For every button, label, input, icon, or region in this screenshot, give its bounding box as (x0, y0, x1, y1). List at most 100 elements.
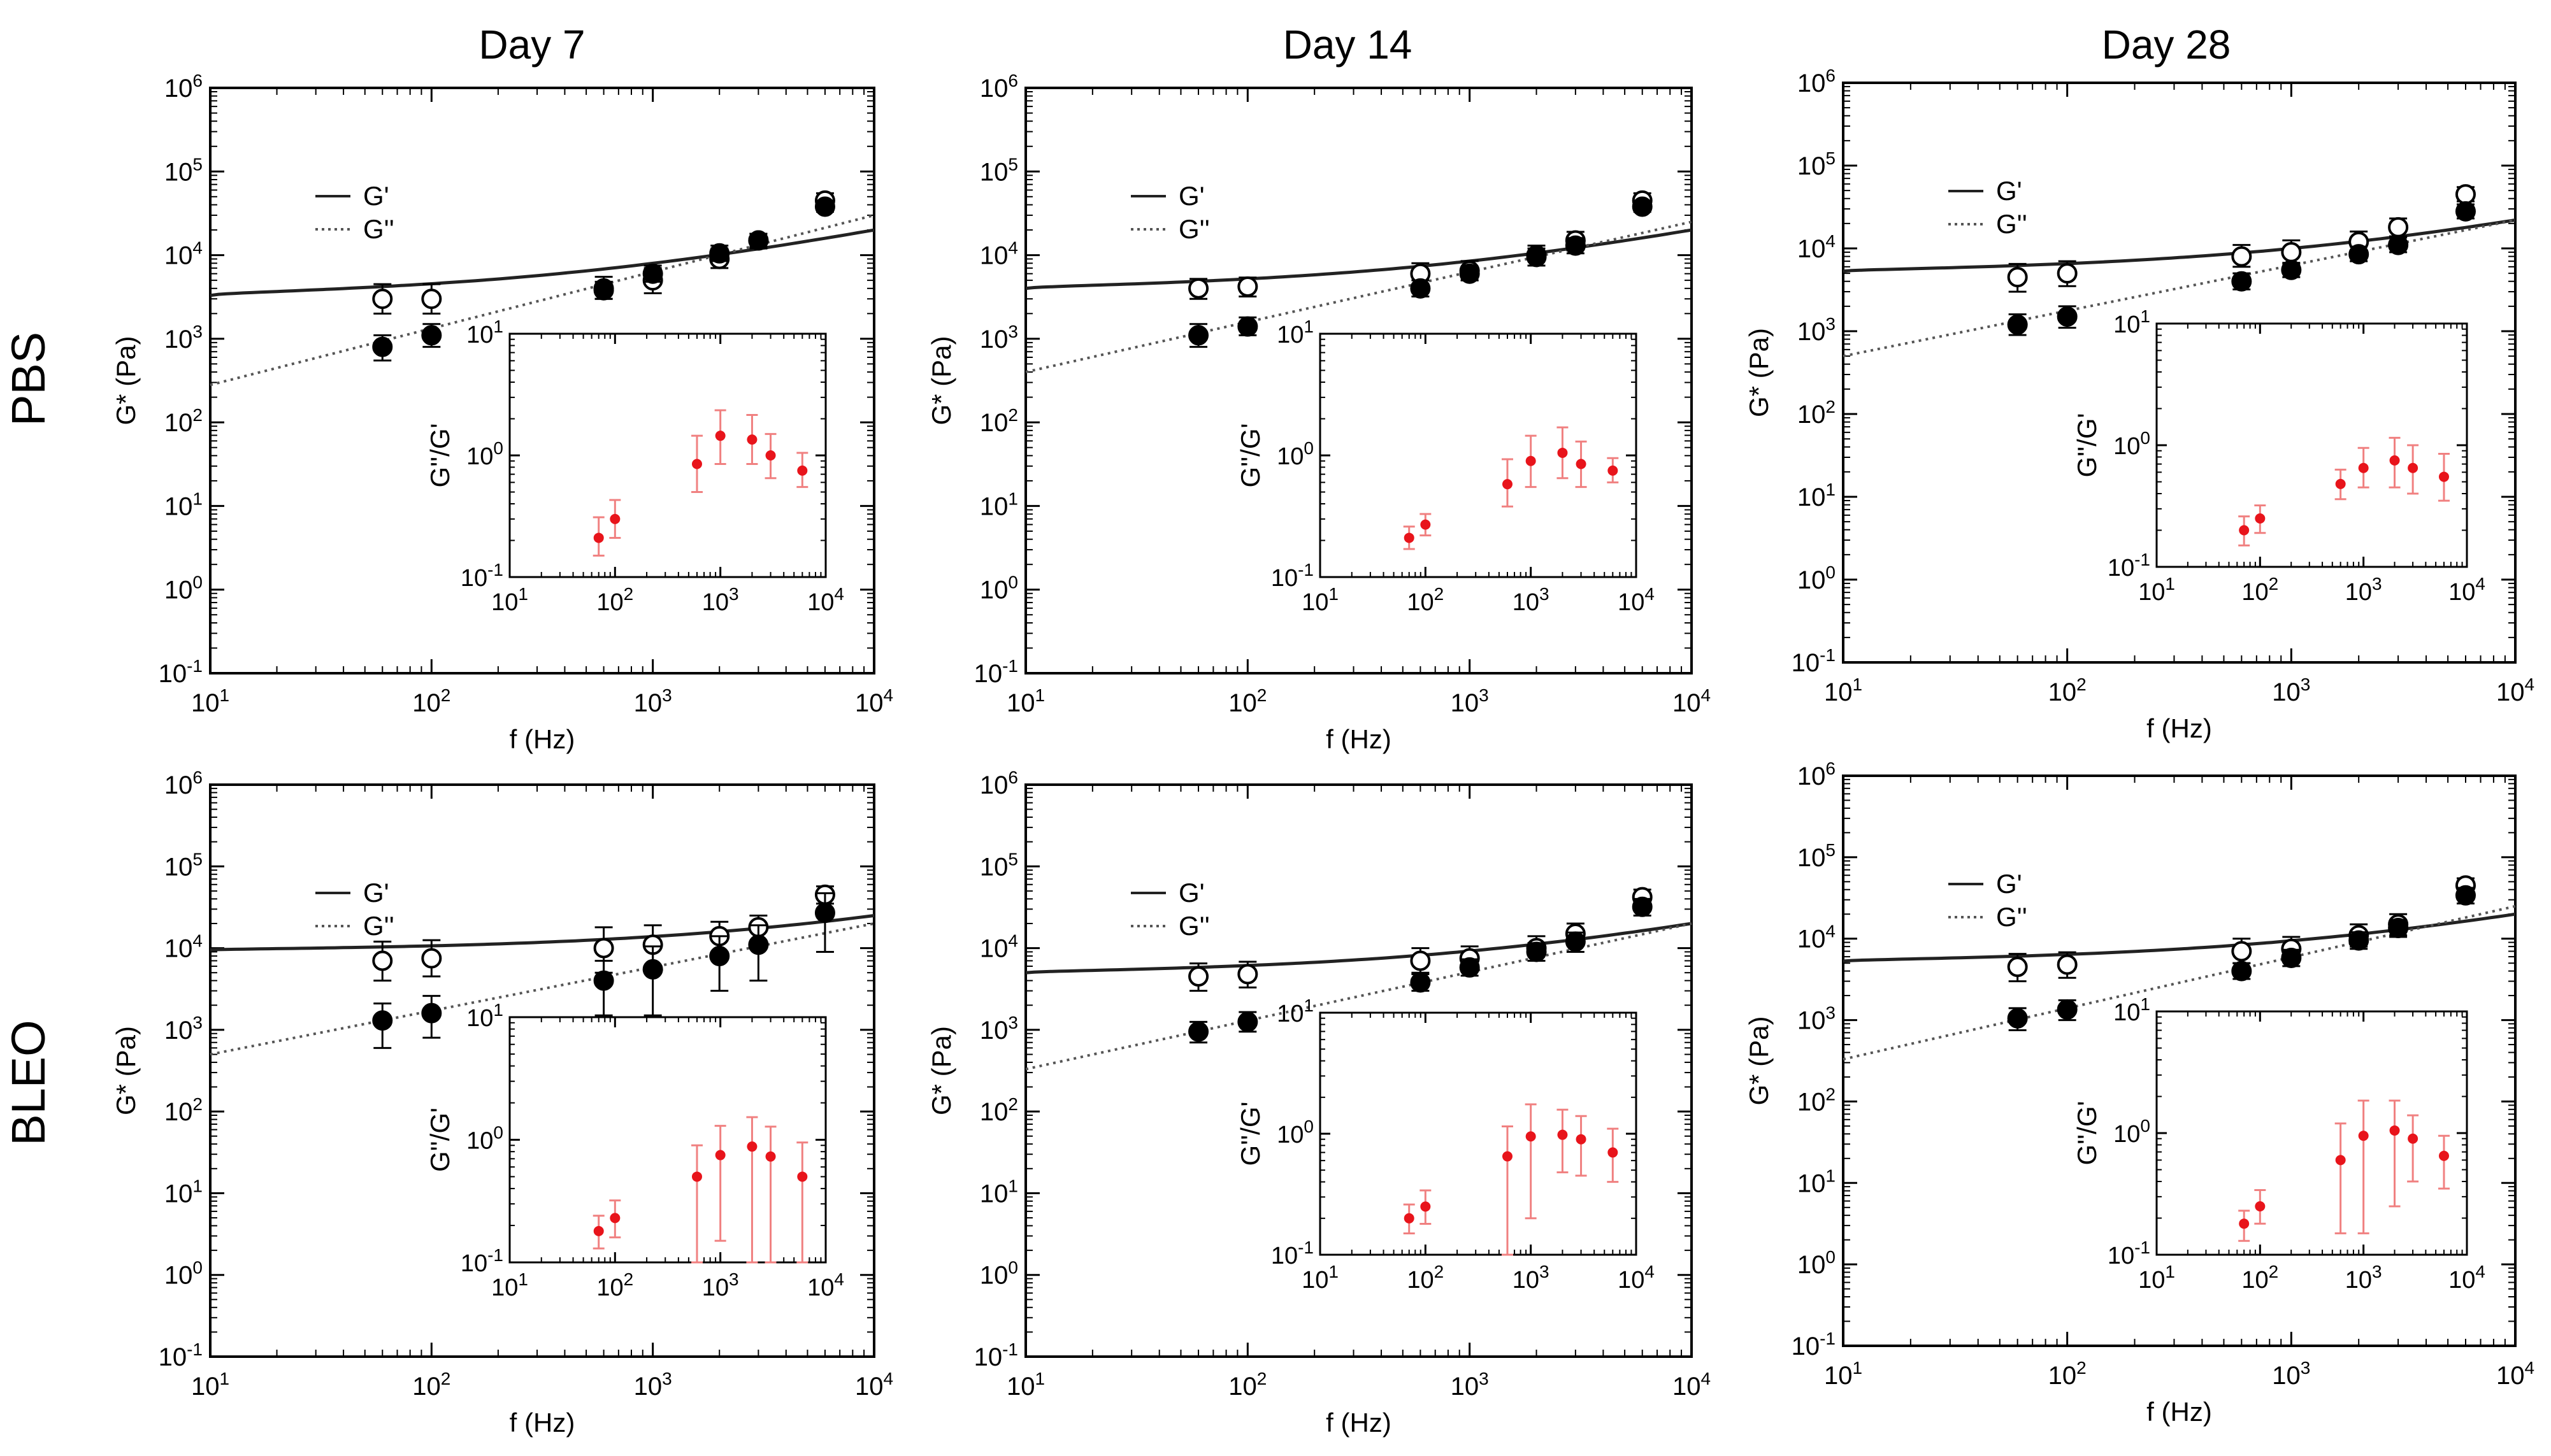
data-point-storage-modulus (421, 948, 442, 969)
x-axis-label: f (Hz) (510, 724, 575, 754)
inset-y-tick-label: 10-1 (2108, 1238, 2150, 1269)
x-tick-label: 104 (855, 685, 893, 717)
fit-curve-storage-modulus (1843, 218, 2516, 273)
inset-y-tick-label: 100 (1277, 438, 1314, 470)
inset-x-tick-label: 103 (1513, 1262, 1549, 1294)
inset-data-point (1607, 1147, 1618, 1158)
inset-x-tick-label: 102 (2241, 1262, 2278, 1294)
inset-y-tick-label: 10-1 (461, 1245, 503, 1277)
fit-curve-loss-modulus (210, 213, 875, 387)
fit-curve-storage-modulus (1025, 228, 1692, 290)
x-tick-label: 103 (1451, 685, 1489, 717)
data-point-storage-modulus (2007, 267, 2028, 288)
panel-bleo-day7: 101 102 103 104 10-1 100 101 102 103 104 105 106 f (… (111, 767, 893, 1438)
data-point-loss-modulus (2231, 960, 2252, 981)
inset-data-point (797, 1171, 808, 1182)
y-tick-label: 103 (1797, 1003, 1836, 1035)
y-tick-label: 10-1 (974, 656, 1018, 688)
inset-data-point (691, 459, 702, 469)
inset-x-tick-label: 103 (702, 584, 739, 616)
data-point-loss-modulus (2007, 314, 2028, 335)
data-point-storage-modulus (2455, 184, 2476, 205)
inset-y-tick-label: 10-1 (2108, 550, 2150, 582)
inset-data-point (691, 1171, 702, 1182)
legend-label-gpp: G'' (1179, 214, 1210, 244)
data-point-storage-modulus (1237, 276, 1258, 297)
data-point-storage-modulus (2388, 217, 2409, 238)
x-tick-label: 103 (634, 1369, 672, 1401)
x-tick-label: 104 (1672, 1369, 1711, 1401)
y-tick-label: 103 (164, 1013, 203, 1045)
x-axis-label: f (Hz) (2146, 1397, 2212, 1427)
x-tick-label: 101 (191, 685, 229, 717)
inset-y-tick-label: 10-1 (461, 560, 503, 592)
inset-x-tick-label: 104 (2448, 574, 2485, 606)
inset-x-tick-label: 101 (491, 1269, 528, 1301)
inset-x-tick-label: 104 (807, 1269, 844, 1301)
panel-pbs-day7: 101 102 103 104 10-1 100 101 102 103 104 105 106 f (… (111, 71, 893, 754)
data-point-loss-modulus (372, 336, 393, 357)
x-tick-label: 103 (2272, 674, 2310, 706)
column-title-day7: Day 7 (478, 22, 585, 68)
data-point-storage-modulus (2281, 241, 2302, 262)
x-tick-label: 103 (1451, 1369, 1489, 1401)
data-point-loss-modulus (709, 243, 730, 264)
x-tick-label: 102 (2048, 674, 2087, 706)
x-tick-label: 101 (191, 1369, 229, 1401)
inset-x-tick-label: 102 (596, 1269, 633, 1301)
inset-x-tick-label: 103 (1513, 584, 1549, 616)
y-tick-label: 100 (1797, 1247, 1836, 1279)
inset-data-point (1404, 532, 1414, 543)
inset-data-point (2255, 513, 2266, 524)
y-tick-label: 102 (1797, 1084, 1836, 1116)
y-tick-label: 10-1 (1792, 645, 1836, 677)
data-point-loss-modulus (1410, 278, 1431, 299)
data-point-storage-modulus (1188, 278, 1209, 299)
inset-x-tick-label: 101 (1302, 584, 1339, 616)
y-tick-label: 102 (164, 1094, 203, 1126)
y-axis-label: G* (Pa) (1744, 328, 1774, 417)
inset-x-tick-label: 101 (2138, 574, 2175, 606)
inset-data-point (747, 434, 758, 445)
data-point-storage-modulus (1410, 950, 1431, 971)
y-tick-label: 101 (980, 1176, 1018, 1208)
data-point-loss-modulus (2281, 259, 2302, 280)
y-tick-label: 106 (980, 71, 1018, 103)
inset-data-point (1404, 1213, 1414, 1224)
y-tick-label: 102 (980, 1094, 1018, 1126)
panel-bleo-day28: 101 102 103 104 10-1 100 101 102 103 104 105 106 f (… (1744, 759, 2534, 1427)
data-point-loss-modulus (1237, 1011, 1258, 1032)
y-axis-label: G* (Pa) (926, 336, 956, 425)
y-tick-label: 10-1 (159, 656, 203, 688)
inset-frame (508, 332, 827, 578)
inset-x-tick-label: 101 (1302, 1262, 1339, 1294)
data-point-loss-modulus (421, 1003, 442, 1024)
inset-x-tick-label: 102 (2241, 574, 2278, 606)
inset-x-tick-label: 101 (491, 584, 528, 616)
fit-curve-loss-modulus (1843, 218, 2516, 358)
y-tick-label: 105 (980, 849, 1018, 881)
data-point-storage-modulus (421, 289, 442, 310)
fit-curve-storage-modulus (1843, 912, 2516, 963)
column-title-day14: Day 14 (1283, 22, 1412, 68)
y-tick-label: 106 (164, 767, 203, 799)
inset-y-tick-label: 101 (466, 317, 503, 348)
y-tick-label: 10-1 (1792, 1329, 1836, 1360)
inset-y-tick-label: 100 (466, 438, 503, 470)
inset-frame (1319, 1011, 1637, 1256)
inset-data-point (715, 1150, 726, 1160)
data-point-loss-modulus (709, 946, 730, 967)
legend-label-gpp: G'' (363, 214, 394, 244)
x-tick-label: 102 (2048, 1358, 2087, 1390)
y-tick-label: 100 (1797, 562, 1836, 594)
y-tick-label: 10-1 (974, 1339, 1018, 1371)
inset-data-point (2239, 1218, 2250, 1229)
data-point-storage-modulus (372, 289, 393, 310)
data-point-loss-modulus (1459, 957, 1480, 978)
panels: 101 102 103 104 10-1 100 101 102 103 104 105 106 f (… (111, 66, 2534, 1438)
inset-pbs-day14: 101 102 103 104 10-1 100 101 G''/G' (1235, 317, 1655, 616)
inset-y-tick-label: 10-1 (1271, 560, 1314, 592)
x-tick-label: 104 (2496, 1358, 2534, 1390)
column-title-day28: Day 28 (2102, 22, 2231, 68)
data-point-storage-modulus (1237, 964, 1258, 985)
